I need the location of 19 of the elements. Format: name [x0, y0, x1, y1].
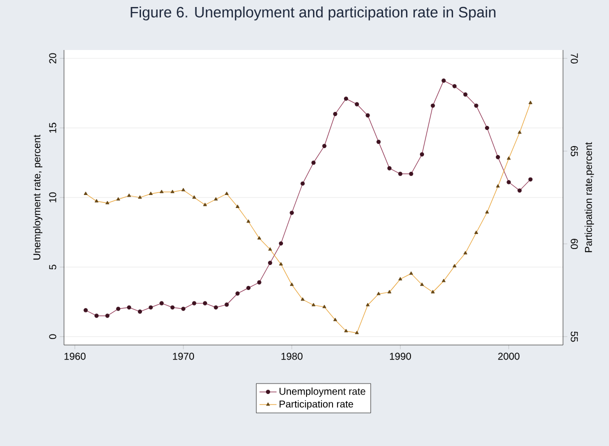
x-tick-label: 2000: [498, 352, 520, 360]
x-tick-label: 1990: [390, 352, 411, 360]
y-tick-label: 20: [49, 53, 56, 64]
y-tick-label: 5: [49, 264, 56, 270]
y2-tick-label: 55: [570, 332, 578, 342]
y2-tick-label: 65: [570, 146, 578, 156]
y2-tick-label: 60: [570, 238, 578, 250]
x-tick-label: 1960: [64, 352, 86, 360]
legend-label: Participation rate: [280, 400, 354, 410]
x-tick-label: 1970: [173, 352, 194, 360]
y-tick-label: 10: [49, 192, 56, 202]
y2-tick-label: 70: [570, 53, 578, 64]
y2-axis-title: Participation rate,percent: [584, 142, 594, 252]
chart-title: Figure 6. Unemployment and participation rate in Spain: [130, 6, 496, 20]
y-axis-title: Unemployment rate, percent: [33, 134, 42, 260]
y-tick-label: 0: [49, 334, 56, 340]
x-tick-label: 1980: [281, 352, 302, 360]
y-tick-label: 15: [49, 122, 56, 133]
legend-label: Unemployment rate: [280, 388, 366, 397]
